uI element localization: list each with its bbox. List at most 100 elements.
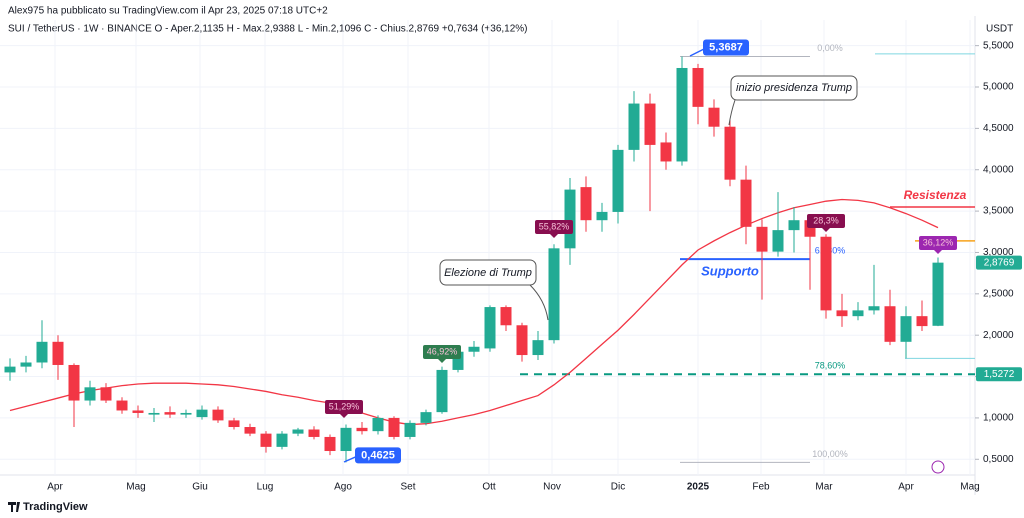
x-tick-label: Giu	[192, 482, 208, 493]
candle-body	[772, 230, 784, 252]
candle-body	[868, 306, 880, 311]
icon	[931, 460, 945, 474]
callout-box	[730, 75, 858, 101]
logo	[8, 502, 20, 512]
y-tick-label: 5,5000	[983, 40, 1014, 51]
candle-body	[68, 364, 80, 401]
candle-body	[468, 346, 480, 352]
candle-body	[340, 427, 352, 452]
pct-box	[325, 400, 363, 414]
candle-body	[916, 316, 928, 327]
y-tick-label: 5,0000	[983, 82, 1014, 93]
x-tick-label: Apr	[47, 482, 63, 493]
x-tick-label: Feb	[752, 482, 770, 493]
candle-body	[212, 409, 224, 421]
candle-body	[20, 362, 32, 367]
candle-body	[692, 67, 704, 107]
candle-body	[852, 310, 864, 317]
candle-body	[180, 412, 192, 415]
candle-body	[52, 341, 64, 365]
candle-body	[676, 67, 688, 162]
y-tick-label: 4,5000	[983, 123, 1014, 134]
moving-average	[9, 198, 939, 426]
candle-body	[132, 410, 144, 413]
candle-body	[4, 366, 16, 373]
callout-line	[728, 99, 736, 126]
x-tick-label: Mag	[960, 482, 979, 493]
candle-body	[308, 429, 320, 437]
candle-body	[388, 417, 400, 437]
candle-body	[260, 433, 272, 447]
candle-body	[324, 436, 336, 452]
candle-body	[788, 220, 800, 231]
candle-body	[36, 341, 48, 363]
pct-label: 46,92%	[427, 346, 458, 356]
candle-body	[932, 262, 944, 326]
y-tick-label: 3,0000	[983, 247, 1014, 258]
candle-body	[420, 412, 432, 423]
candle-body	[404, 422, 416, 437]
fib-label: 0,00%	[817, 43, 843, 53]
y-tick-label: 2,5000	[983, 288, 1014, 299]
x-tick-label: Ago	[334, 482, 352, 493]
candle-body	[84, 387, 96, 401]
callout-line	[529, 284, 549, 321]
axis-price-box	[976, 367, 1022, 382]
candle-body	[244, 427, 256, 434]
footer: TradingView	[23, 501, 88, 513]
pct-label: 55,82%	[539, 221, 570, 231]
pct-arrow	[438, 359, 446, 363]
axis-price-label: 1,5272	[984, 369, 1015, 380]
candle-body	[116, 400, 128, 411]
candle-body	[276, 433, 288, 447]
axis-unit: USDT	[986, 24, 1013, 35]
fib-label: 100,00%	[812, 449, 848, 459]
y-tick-label: 3,5000	[983, 206, 1014, 217]
candle-body	[500, 307, 512, 326]
annotation: Elezione di Trump	[444, 267, 532, 279]
candle-body	[196, 409, 208, 418]
candle-body	[292, 429, 304, 434]
candle-body	[660, 142, 672, 162]
candle-body	[724, 126, 736, 180]
candle-body	[452, 351, 464, 370]
candle-body	[148, 412, 160, 415]
candle-body	[548, 248, 560, 341]
pct-box	[807, 214, 845, 228]
candle-body	[516, 325, 528, 356]
pct-label: 36,12%	[923, 237, 954, 247]
candle-body	[756, 226, 768, 252]
price-tag: 0,4625	[361, 449, 395, 461]
candle-body	[228, 420, 240, 428]
callout-box	[439, 259, 537, 286]
annotation: Supporto	[701, 263, 759, 278]
candle-body	[628, 103, 640, 150]
price-tag: 5,3687	[709, 41, 743, 53]
candle-body	[708, 107, 720, 127]
candle-body	[100, 387, 112, 401]
candle-body	[644, 103, 656, 145]
y-tick-label: 0,5000	[983, 454, 1014, 465]
x-tick-label: Nov	[543, 482, 561, 493]
x-tick-label: Dic	[611, 482, 625, 493]
x-tick-label: Mar	[815, 482, 833, 493]
x-tick-label: Apr	[898, 482, 914, 493]
candle-body	[884, 306, 896, 342]
pct-label: 51,29%	[329, 401, 360, 411]
axis-price-label: 2,8769	[984, 257, 1015, 268]
candle-body	[900, 316, 912, 342]
axis-price-box	[976, 255, 1022, 270]
price-tag-box	[355, 447, 401, 464]
y-tick-label: 4,0000	[983, 164, 1014, 175]
y-tick-label: 1,0000	[983, 413, 1014, 424]
candle-body	[484, 307, 496, 349]
candle-body	[740, 179, 752, 227]
candle-body	[164, 412, 176, 415]
x-tick-label: Mag	[126, 482, 145, 493]
candle-body	[596, 211, 608, 221]
y-tick-label: 2,0000	[983, 330, 1014, 341]
pct-arrow	[934, 250, 942, 254]
price-tag-box	[703, 39, 749, 56]
candle-body	[804, 220, 816, 237]
